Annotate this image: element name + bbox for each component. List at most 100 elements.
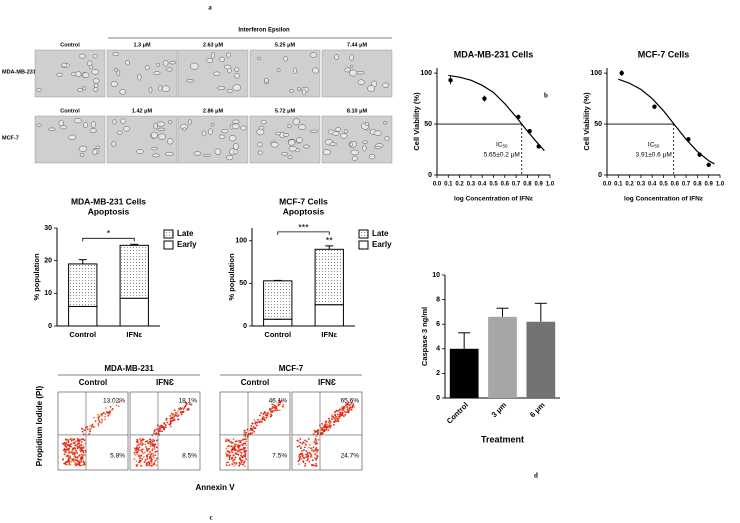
- event-dot: [315, 435, 318, 438]
- event-dot: [347, 411, 350, 414]
- event-dot: [66, 463, 68, 466]
- x-tick-label: 0.3: [467, 182, 476, 188]
- event-dot: [331, 417, 334, 420]
- event-dot: [311, 459, 314, 462]
- event-dot: [92, 426, 95, 428]
- column-label: 2.63 μM: [203, 42, 224, 48]
- y-tick-label: 10: [432, 272, 440, 279]
- y-tick-label: 2: [436, 370, 440, 377]
- event-dot: [86, 425, 88, 428]
- event-dot: [242, 444, 244, 446]
- cell: [303, 144, 310, 149]
- event-dot: [67, 448, 70, 451]
- y-tick-label: 30: [44, 225, 52, 232]
- event-dot: [300, 446, 302, 449]
- event-dot: [337, 419, 340, 422]
- event-dot: [115, 404, 118, 407]
- x-tick-label: 0.4: [478, 182, 487, 188]
- event-dot: [338, 416, 341, 419]
- event-dot: [341, 411, 344, 414]
- chart-subtitle: Apoptosis: [88, 206, 130, 216]
- event-dot: [325, 428, 328, 431]
- y-axis-label: % population: [227, 253, 236, 300]
- event-dot: [82, 444, 85, 447]
- y-tick-label: 0: [48, 323, 52, 330]
- cell: [276, 68, 281, 73]
- cell: [309, 129, 319, 133]
- event-dot: [301, 442, 304, 445]
- cell: [110, 81, 118, 87]
- event-dot: [141, 458, 144, 460]
- event-dot: [150, 457, 153, 460]
- data-point: [536, 144, 541, 149]
- column-label: 5.72 μM: [275, 108, 296, 114]
- event-dot: [181, 407, 184, 409]
- significance-bracket: [82, 237, 135, 242]
- quadrant-percent: 7.5%: [272, 453, 287, 460]
- x-tick-label: Control: [264, 330, 291, 339]
- cell: [234, 67, 240, 72]
- event-dot: [178, 414, 180, 416]
- event-dot: [74, 456, 77, 459]
- cell: [157, 127, 166, 131]
- event-dot: [134, 453, 137, 456]
- event-dot: [304, 456, 307, 458]
- event-dot: [257, 418, 259, 421]
- event-dot: [339, 413, 342, 415]
- cell: [356, 71, 365, 75]
- event-dot: [238, 441, 241, 444]
- cell: [151, 146, 158, 151]
- event-dot: [270, 414, 273, 417]
- x-tick-label: Control: [69, 330, 96, 339]
- event-dot: [242, 463, 244, 466]
- event-dot: [245, 438, 248, 440]
- event-dot: [94, 420, 97, 423]
- event-dot: [267, 412, 269, 415]
- row-label: MDA-MB-231: [2, 69, 36, 75]
- event-dot: [252, 425, 255, 428]
- event-dot: [237, 448, 240, 451]
- cell: [275, 131, 281, 136]
- event-dot: [148, 461, 151, 464]
- x-tick-label: 0.8: [523, 182, 532, 188]
- cell: [332, 131, 340, 136]
- chart-title: MCF-7 Cells: [279, 196, 328, 206]
- cell: [292, 67, 297, 74]
- cell: [158, 85, 163, 92]
- event-dot: [232, 447, 234, 450]
- event-dot: [256, 424, 258, 427]
- event-dot: [299, 438, 302, 440]
- event-dot: [67, 451, 70, 454]
- x-tick-label: 0.0: [603, 182, 612, 188]
- event-dot: [237, 447, 240, 449]
- event-dot: [68, 458, 70, 461]
- event-dot: [76, 437, 79, 440]
- event-dot: [141, 450, 144, 453]
- event-dot: [254, 422, 257, 425]
- event-dot: [153, 439, 156, 442]
- event-dot: [73, 442, 76, 444]
- event-dot: [296, 445, 299, 448]
- event-dot: [314, 453, 317, 456]
- column-label: Control: [60, 42, 80, 48]
- cell: [213, 71, 221, 76]
- event-dot: [336, 413, 339, 416]
- event-dot: [137, 449, 140, 452]
- cell: [125, 60, 130, 66]
- y-tick-label: 100: [420, 70, 432, 77]
- event-dot: [110, 409, 113, 412]
- x-tick-label: 0.3: [637, 182, 646, 188]
- event-dot: [272, 405, 274, 408]
- event-dot: [350, 401, 353, 404]
- cell: [233, 149, 238, 155]
- event-dot: [238, 461, 241, 464]
- event-dot: [244, 453, 247, 456]
- bar: [488, 316, 517, 398]
- event-dot: [101, 418, 103, 421]
- event-dot: [65, 455, 68, 458]
- cell: [312, 67, 320, 74]
- cell: [283, 56, 288, 62]
- bar-segment: [119, 244, 149, 299]
- event-dot: [344, 411, 346, 413]
- event-dot: [71, 438, 73, 440]
